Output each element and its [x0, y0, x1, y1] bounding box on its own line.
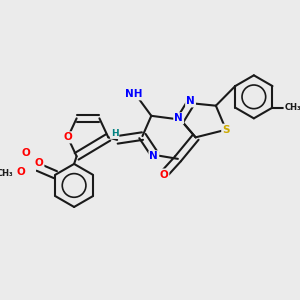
- Text: N: N: [174, 113, 183, 123]
- Text: O: O: [160, 169, 168, 180]
- Text: CH₃: CH₃: [284, 103, 300, 112]
- Text: O: O: [22, 148, 31, 158]
- Text: N: N: [149, 151, 158, 161]
- Text: O: O: [34, 158, 43, 168]
- Text: H: H: [111, 129, 119, 138]
- Text: O: O: [63, 132, 72, 142]
- Text: NH: NH: [125, 89, 142, 99]
- Text: CH₃: CH₃: [0, 169, 13, 178]
- Text: N: N: [186, 96, 195, 106]
- Text: O: O: [17, 167, 26, 177]
- Text: S: S: [222, 125, 230, 135]
